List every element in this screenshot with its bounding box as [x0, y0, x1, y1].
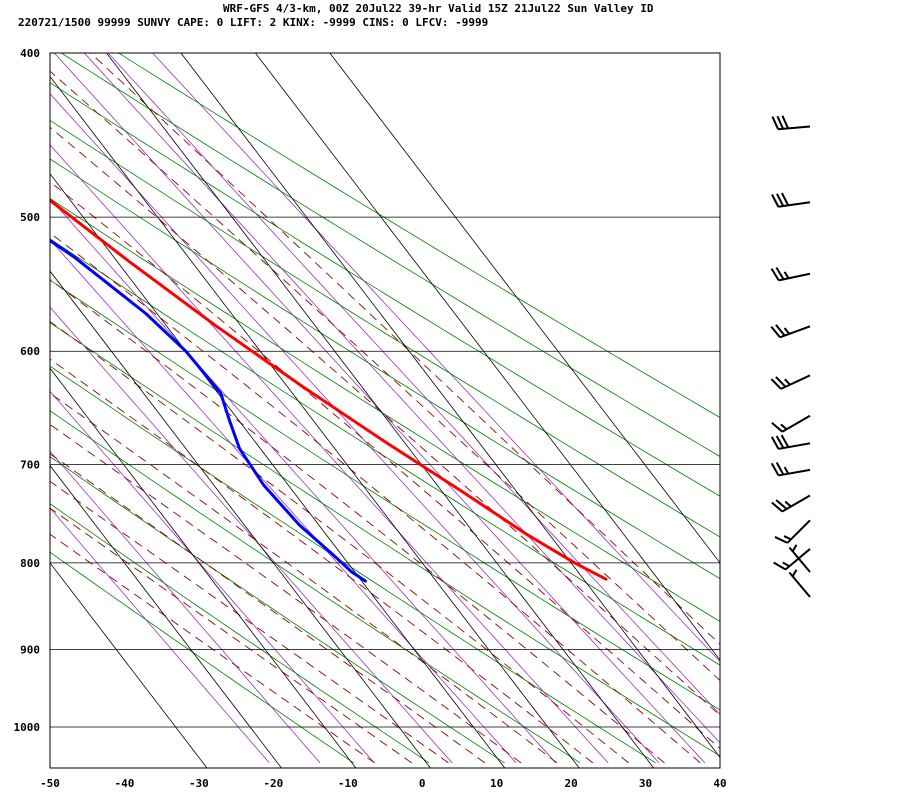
dry-adiabat-line — [61, 53, 720, 457]
x-tick-label: -30 — [189, 777, 209, 790]
isotherm-line — [180, 53, 720, 759]
x-tick-label: 20 — [564, 777, 577, 790]
isotherm-line — [50, 562, 208, 768]
dry-adiabat-line — [50, 456, 505, 764]
isotherm-line — [50, 270, 431, 768]
wind-barb — [770, 462, 811, 477]
mixing-ratio-line — [50, 507, 270, 764]
mixing-ratio-line — [107, 53, 720, 715]
wind-barb — [774, 519, 811, 544]
dry-adiabat-line — [118, 53, 720, 418]
dry-adiabat-line — [50, 158, 720, 580]
x-tick-label: 30 — [639, 777, 652, 790]
chart-subtitle: 220721/1500 99999 SUNVY CAPE: 0 LIFT: 2 … — [18, 16, 488, 29]
x-tick-label: 40 — [713, 777, 726, 790]
moist-adiabat-line — [50, 278, 665, 764]
chart-title: WRF-GFS 4/3-km, 00Z 20Jul22 39-hr Valid … — [223, 2, 654, 15]
dry-adiabat-line — [50, 197, 720, 622]
wind-barb — [770, 374, 811, 390]
wind-barb — [771, 115, 811, 131]
dry-adiabat-line — [50, 238, 720, 666]
mixing-ratio-line — [50, 197, 556, 764]
wind-barb — [771, 414, 811, 433]
x-tick-label: -20 — [263, 777, 283, 790]
isotherm-line — [329, 53, 720, 564]
mixing-ratio-line — [50, 239, 517, 764]
mixing-ratio-line — [50, 450, 321, 764]
isotherm-line — [50, 173, 506, 768]
dry-adiabat-line — [50, 119, 720, 538]
x-tick-label: -10 — [338, 777, 358, 790]
wind-barb — [770, 267, 811, 282]
plot-frame — [49, 52, 721, 769]
x-tick-label: -50 — [40, 777, 60, 790]
dry-adiabat-line — [50, 410, 581, 764]
mixing-ratio-line — [54, 53, 706, 764]
y-tick-label: 800 — [20, 557, 40, 570]
dry-adiabat-line — [50, 82, 720, 497]
isotherm-line — [50, 367, 357, 768]
dry-adiabat-line — [50, 279, 720, 711]
moist-adiabat-line — [90, 53, 720, 645]
mixing-ratio-line — [50, 306, 453, 764]
temperature-trace — [50, 198, 608, 581]
mixing-ratio-line — [50, 390, 375, 764]
mixing-ratio-line — [84, 53, 720, 744]
plot-area — [50, 53, 720, 768]
y-tick-label: 1000 — [14, 721, 41, 734]
axis-ticks: 400 500 600 700 800 900 1000 -50 -40 -30 -20 -10 0 10… — [14, 47, 727, 790]
dry-adiabat-line — [50, 551, 354, 764]
wind-barb — [771, 192, 811, 208]
isotherm-line — [255, 53, 720, 661]
moist-adiabat-line — [50, 232, 701, 764]
x-tick-label: 0 — [419, 777, 426, 790]
y-tick-label: 500 — [20, 211, 40, 224]
dry-adiabat-line — [50, 365, 656, 764]
y-tick-label: 600 — [20, 345, 40, 358]
x-tick-label: 10 — [490, 777, 503, 790]
isotherm-line — [50, 75, 580, 768]
dewpoint-trace — [50, 238, 367, 583]
moist-adiabat-line — [50, 507, 412, 764]
y-tick-label: 700 — [20, 459, 40, 472]
dry-adiabat-line — [50, 322, 720, 757]
wind-barb — [771, 494, 811, 513]
x-tick-label: -40 — [115, 777, 135, 790]
moist-adiabat-line — [50, 320, 629, 764]
moist-adiabat-line — [50, 453, 486, 764]
moist-adiabat-line — [50, 533, 375, 764]
mixing-ratio-line — [50, 144, 609, 764]
wind-barbs — [770, 115, 811, 598]
moist-adiabat-line — [50, 480, 449, 764]
wind-barb — [770, 434, 811, 450]
wind-barb — [770, 324, 811, 339]
sounding-traces — [50, 198, 608, 583]
dry-adiabat-line — [50, 503, 430, 764]
moist-adiabat-line — [50, 181, 720, 750]
wind-barb — [788, 544, 811, 573]
wind-barb — [788, 569, 811, 598]
isotherm-line — [106, 53, 654, 768]
moist-adiabat-line — [50, 126, 720, 716]
isotherm-grid — [50, 53, 720, 768]
wind-barb — [773, 548, 811, 571]
y-tick-label: 400 — [20, 47, 40, 60]
moist-adiabat-line — [50, 70, 720, 682]
isotherm-line — [50, 464, 282, 768]
y-tick-label: 900 — [20, 643, 40, 656]
mixing-ratio-line — [50, 93, 660, 764]
moist-adiabat-line — [50, 358, 594, 764]
